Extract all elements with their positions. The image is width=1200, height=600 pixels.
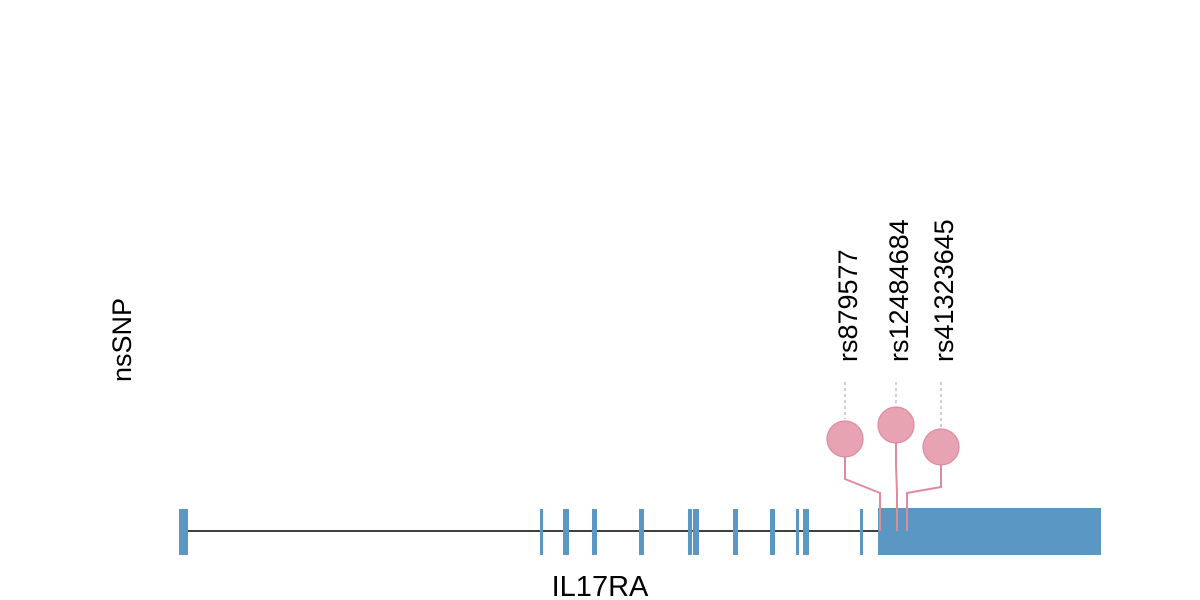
snp-head <box>922 428 960 466</box>
snp-stem <box>844 457 881 531</box>
snp-lollipop: rs12484684 <box>877 219 915 531</box>
exon-block <box>693 509 699 555</box>
snp-stem <box>895 443 898 531</box>
gene-name-label: IL17RA <box>552 571 649 600</box>
exon-block <box>592 509 597 555</box>
exon-block <box>540 509 543 555</box>
snp-track: rs879577 rs12484684 rs41323645 <box>826 219 960 531</box>
track-label: nsSNP <box>107 298 137 382</box>
exon-block <box>639 509 644 555</box>
exon-block <box>796 509 799 555</box>
exon-block <box>733 509 738 555</box>
exon-block <box>878 508 1101 555</box>
exon-block <box>688 509 692 555</box>
snp-lollipop: rs879577 <box>826 249 881 531</box>
exon-block <box>860 509 863 555</box>
snp-stem <box>906 465 942 531</box>
snp-label: rs12484684 <box>884 219 914 362</box>
snp-head <box>877 406 915 444</box>
exon-block <box>803 509 809 555</box>
snp-head <box>826 420 864 458</box>
exon-block <box>179 509 188 555</box>
snp-label: rs879577 <box>833 249 863 362</box>
snp-label: rs41323645 <box>929 219 959 362</box>
exon-block <box>563 509 569 555</box>
exon-block <box>770 509 775 555</box>
exon-track <box>179 508 1101 555</box>
snp-lollipop: rs41323645 <box>906 219 960 531</box>
